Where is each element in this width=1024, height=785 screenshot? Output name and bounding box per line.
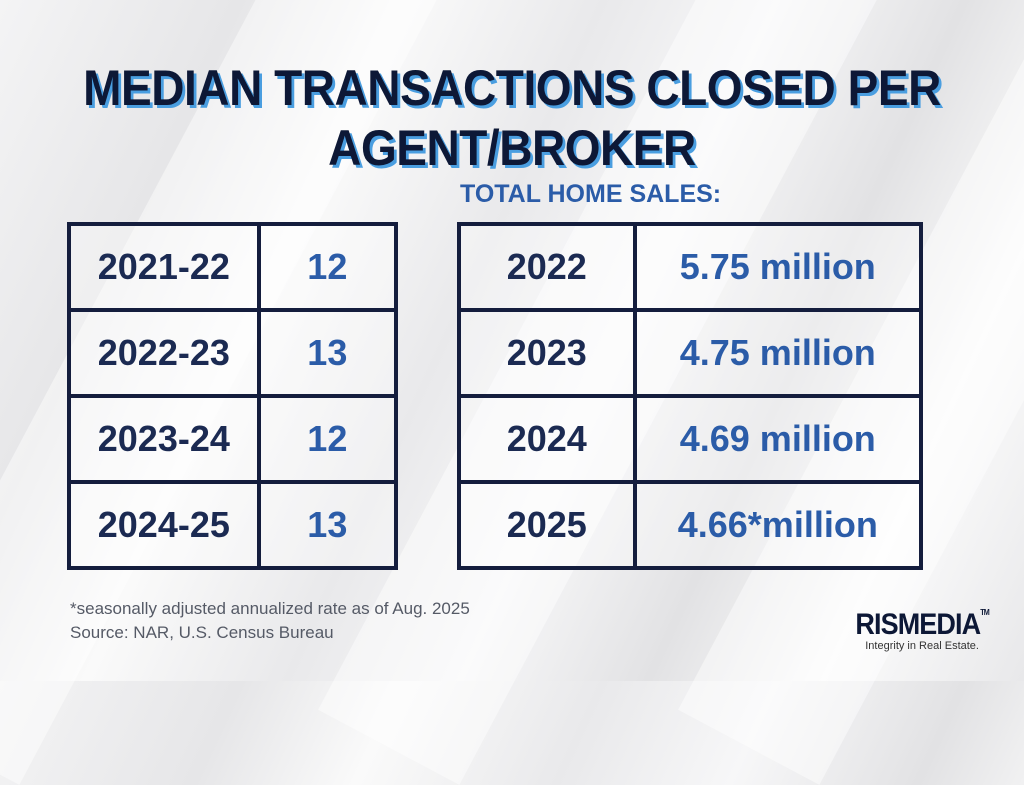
title-line-2: AGENT/BROKER bbox=[328, 120, 696, 176]
logo-name: RISMEDIA bbox=[855, 608, 981, 641]
page-title: MEDIAN TRANSACTIONS CLOSED PER AGENT/BRO… bbox=[41, 58, 983, 178]
value-cell: 4.66*million bbox=[632, 480, 924, 570]
value-cell: 4.75 million bbox=[632, 308, 924, 398]
home-sales-table: 2022 5.75 million 2023 4.75 million 2024 4.69… bbox=[457, 222, 924, 570]
logo-trademark: TM bbox=[980, 608, 989, 617]
transactions-table: 2021-22 12 2022-23 13 2023-24 12 2024-25 13 bbox=[67, 222, 399, 570]
source-note: Source: NAR, U.S. Census Bureau bbox=[70, 623, 334, 642]
title-line-1: MEDIAN TRANSACTIONS CLOSED PER bbox=[83, 60, 941, 116]
period-cell: 2023-24 bbox=[67, 394, 261, 484]
table-row: 2024-25 13 bbox=[67, 480, 399, 570]
value-cell: 13 bbox=[256, 480, 399, 570]
value-cell: 12 bbox=[256, 222, 399, 312]
footnotes: *seasonally adjusted annualized rate as … bbox=[70, 597, 470, 645]
period-cell: 2021-22 bbox=[67, 222, 261, 312]
total-home-sales-heading: TOTAL HOME SALES: bbox=[460, 180, 722, 208]
table-row: 2023-24 12 bbox=[67, 394, 399, 484]
table-row: 2022 5.75 million bbox=[457, 222, 924, 312]
value-cell: 12 bbox=[256, 394, 399, 484]
logo-tagline: Integrity in Real Estate. bbox=[865, 640, 979, 652]
period-cell: 2022 bbox=[457, 222, 637, 312]
period-cell: 2025 bbox=[457, 480, 637, 570]
table-row: 2021-22 12 bbox=[67, 222, 399, 312]
period-cell: 2024-25 bbox=[67, 480, 261, 570]
table-row: 2025 4.66*million bbox=[457, 480, 924, 570]
value-cell: 5.75 million bbox=[632, 222, 924, 312]
footnote: *seasonally adjusted annualized rate as … bbox=[70, 599, 470, 618]
table-row: 2022-23 13 bbox=[67, 308, 399, 398]
period-cell: 2022-23 bbox=[67, 308, 261, 398]
value-cell: 13 bbox=[256, 308, 399, 398]
table-row: 2023 4.75 million bbox=[457, 308, 924, 398]
table-row: 2024 4.69 million bbox=[457, 394, 924, 484]
rismedia-logo: RISMEDIATM Integrity in Real Estate. bbox=[848, 608, 996, 652]
value-cell: 4.69 million bbox=[632, 394, 924, 484]
period-cell: 2024 bbox=[457, 394, 637, 484]
period-cell: 2023 bbox=[457, 308, 637, 398]
